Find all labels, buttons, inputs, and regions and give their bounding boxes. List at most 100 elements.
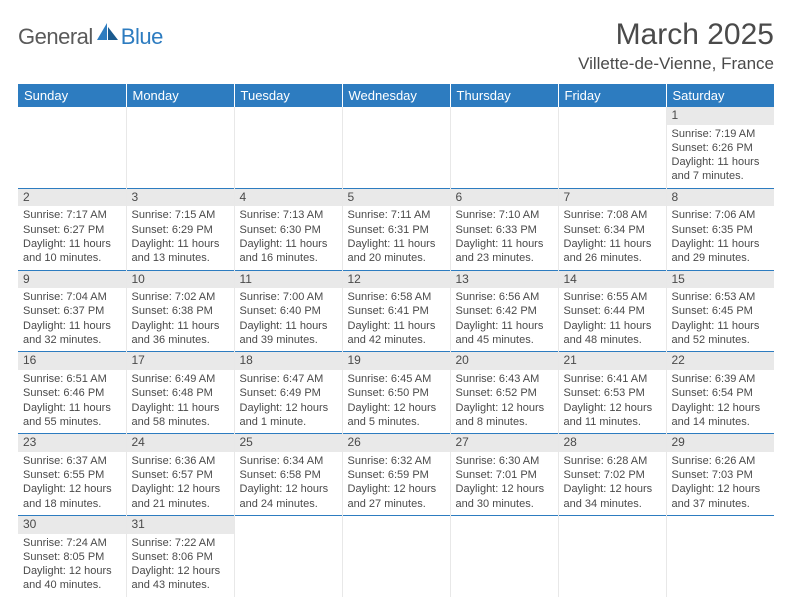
day-number: 3	[127, 189, 234, 207]
calendar-day-cell: 19Sunrise: 6:45 AMSunset: 6:50 PMDayligh…	[342, 352, 450, 434]
daylight-line: Daylight: 11 hours and 7 minutes.	[672, 155, 770, 184]
day-number: 4	[235, 189, 342, 207]
daylight-line: Daylight: 12 hours and 11 minutes.	[564, 401, 661, 430]
day-number: 15	[667, 271, 775, 289]
day-details: Sunrise: 7:06 AMSunset: 6:35 PMDaylight:…	[667, 206, 775, 269]
calendar-day-cell: 25Sunrise: 6:34 AMSunset: 6:58 PMDayligh…	[234, 434, 342, 516]
weekday-header: Monday	[126, 84, 234, 107]
day-details: Sunrise: 6:34 AMSunset: 6:58 PMDaylight:…	[235, 452, 342, 515]
day-details: Sunrise: 6:28 AMSunset: 7:02 PMDaylight:…	[559, 452, 666, 515]
day-number: 28	[559, 434, 666, 452]
daylight-line: Daylight: 12 hours and 21 minutes.	[132, 482, 229, 511]
sunset-line: Sunset: 6:52 PM	[456, 386, 553, 400]
day-details: Sunrise: 6:45 AMSunset: 6:50 PMDaylight:…	[343, 370, 450, 433]
day-details: Sunrise: 6:49 AMSunset: 6:48 PMDaylight:…	[127, 370, 234, 433]
sunrise-line: Sunrise: 6:45 AM	[348, 372, 445, 386]
day-details: Sunrise: 7:13 AMSunset: 6:30 PMDaylight:…	[235, 206, 342, 269]
day-number: 27	[451, 434, 558, 452]
day-details: Sunrise: 6:56 AMSunset: 6:42 PMDaylight:…	[451, 288, 558, 351]
daylight-line: Daylight: 12 hours and 43 minutes.	[132, 564, 229, 593]
day-number: 16	[18, 352, 126, 370]
day-number: 30	[18, 516, 126, 534]
day-number: 20	[451, 352, 558, 370]
day-number: 5	[343, 189, 450, 207]
sunset-line: Sunset: 6:49 PM	[240, 386, 337, 400]
sunset-line: Sunset: 6:34 PM	[564, 223, 661, 237]
sunrise-line: Sunrise: 6:56 AM	[456, 290, 553, 304]
daylight-line: Daylight: 11 hours and 26 minutes.	[564, 237, 661, 266]
day-number: 19	[343, 352, 450, 370]
sunset-line: Sunset: 6:58 PM	[240, 468, 337, 482]
sunset-line: Sunset: 6:26 PM	[672, 141, 770, 155]
daylight-line: Daylight: 11 hours and 13 minutes.	[132, 237, 229, 266]
sunset-line: Sunset: 6:31 PM	[348, 223, 445, 237]
sunset-line: Sunset: 7:01 PM	[456, 468, 553, 482]
weekday-header: Friday	[558, 84, 666, 107]
calendar-day-cell: 9Sunrise: 7:04 AMSunset: 6:37 PMDaylight…	[18, 270, 126, 352]
daylight-line: Daylight: 11 hours and 45 minutes.	[456, 319, 553, 348]
calendar-day-cell: 8Sunrise: 7:06 AMSunset: 6:35 PMDaylight…	[666, 188, 774, 270]
sunrise-line: Sunrise: 6:51 AM	[23, 372, 121, 386]
logo-text-blue: Blue	[121, 24, 163, 50]
day-number: 9	[18, 271, 126, 289]
sunrise-line: Sunrise: 6:41 AM	[564, 372, 661, 386]
weekday-header: Sunday	[18, 84, 126, 107]
day-details: Sunrise: 6:30 AMSunset: 7:01 PMDaylight:…	[451, 452, 558, 515]
calendar-day-cell	[342, 107, 450, 188]
sunrise-line: Sunrise: 6:36 AM	[132, 454, 229, 468]
sunset-line: Sunset: 7:02 PM	[564, 468, 661, 482]
calendar-day-cell: 13Sunrise: 6:56 AMSunset: 6:42 PMDayligh…	[450, 270, 558, 352]
day-details: Sunrise: 6:47 AMSunset: 6:49 PMDaylight:…	[235, 370, 342, 433]
calendar-day-cell: 28Sunrise: 6:28 AMSunset: 7:02 PMDayligh…	[558, 434, 666, 516]
calendar-day-cell: 22Sunrise: 6:39 AMSunset: 6:54 PMDayligh…	[666, 352, 774, 434]
calendar-day-cell	[558, 515, 666, 596]
day-number: 10	[127, 271, 234, 289]
day-number: 13	[451, 271, 558, 289]
calendar-day-cell: 30Sunrise: 7:24 AMSunset: 8:05 PMDayligh…	[18, 515, 126, 596]
day-details: Sunrise: 6:37 AMSunset: 6:55 PMDaylight:…	[18, 452, 126, 515]
calendar-day-cell: 21Sunrise: 6:41 AMSunset: 6:53 PMDayligh…	[558, 352, 666, 434]
calendar-day-cell: 11Sunrise: 7:00 AMSunset: 6:40 PMDayligh…	[234, 270, 342, 352]
calendar-week-row: 30Sunrise: 7:24 AMSunset: 8:05 PMDayligh…	[18, 515, 774, 596]
daylight-line: Daylight: 11 hours and 16 minutes.	[240, 237, 337, 266]
sunset-line: Sunset: 8:06 PM	[132, 550, 229, 564]
day-number: 29	[667, 434, 775, 452]
calendar-day-cell: 10Sunrise: 7:02 AMSunset: 6:38 PMDayligh…	[126, 270, 234, 352]
sunrise-line: Sunrise: 6:32 AM	[348, 454, 445, 468]
sunset-line: Sunset: 6:37 PM	[23, 304, 121, 318]
sunrise-line: Sunrise: 7:04 AM	[23, 290, 121, 304]
day-number: 18	[235, 352, 342, 370]
sunset-line: Sunset: 6:53 PM	[564, 386, 661, 400]
calendar-day-cell	[18, 107, 126, 188]
sunset-line: Sunset: 6:44 PM	[564, 304, 661, 318]
day-number: 8	[667, 189, 775, 207]
calendar-day-cell: 20Sunrise: 6:43 AMSunset: 6:52 PMDayligh…	[450, 352, 558, 434]
sunrise-line: Sunrise: 7:00 AM	[240, 290, 337, 304]
daylight-line: Daylight: 12 hours and 34 minutes.	[564, 482, 661, 511]
logo: General Blue	[18, 24, 163, 50]
calendar-day-cell: 12Sunrise: 6:58 AMSunset: 6:41 PMDayligh…	[342, 270, 450, 352]
sunrise-line: Sunrise: 6:39 AM	[672, 372, 770, 386]
calendar-day-cell: 23Sunrise: 6:37 AMSunset: 6:55 PMDayligh…	[18, 434, 126, 516]
sunrise-line: Sunrise: 7:11 AM	[348, 208, 445, 222]
day-number: 26	[343, 434, 450, 452]
daylight-line: Daylight: 12 hours and 30 minutes.	[456, 482, 553, 511]
daylight-line: Daylight: 12 hours and 40 minutes.	[23, 564, 121, 593]
daylight-line: Daylight: 12 hours and 14 minutes.	[672, 401, 770, 430]
day-details: Sunrise: 6:36 AMSunset: 6:57 PMDaylight:…	[127, 452, 234, 515]
day-number: 24	[127, 434, 234, 452]
daylight-line: Daylight: 11 hours and 23 minutes.	[456, 237, 553, 266]
sunset-line: Sunset: 6:46 PM	[23, 386, 121, 400]
sunset-line: Sunset: 6:57 PM	[132, 468, 229, 482]
day-details: Sunrise: 6:41 AMSunset: 6:53 PMDaylight:…	[559, 370, 666, 433]
sunrise-line: Sunrise: 6:26 AM	[672, 454, 770, 468]
header: General Blue March 2025 Villette-de-Vien…	[18, 18, 774, 74]
day-number: 25	[235, 434, 342, 452]
location-subtitle: Villette-de-Vienne, France	[578, 54, 774, 74]
day-details: Sunrise: 6:32 AMSunset: 6:59 PMDaylight:…	[343, 452, 450, 515]
sunrise-line: Sunrise: 7:13 AM	[240, 208, 337, 222]
sunset-line: Sunset: 6:27 PM	[23, 223, 121, 237]
day-details: Sunrise: 6:55 AMSunset: 6:44 PMDaylight:…	[559, 288, 666, 351]
day-number: 22	[667, 352, 775, 370]
calendar-day-cell: 27Sunrise: 6:30 AMSunset: 7:01 PMDayligh…	[450, 434, 558, 516]
